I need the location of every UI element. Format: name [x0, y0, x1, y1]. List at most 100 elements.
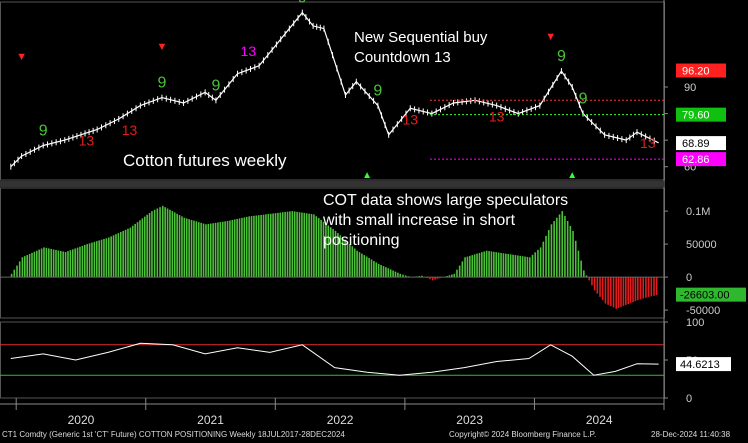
- cot-bar: [612, 277, 615, 308]
- cot-bar: [305, 213, 308, 278]
- cot-bar: [478, 252, 481, 278]
- cot-bar: [47, 248, 50, 278]
- cot-bar: [18, 261, 21, 278]
- cot-bar: [434, 277, 436, 280]
- cot-bar: [485, 250, 488, 278]
- cot-bar: [127, 228, 129, 278]
- cot-bar: [627, 277, 630, 304]
- cot-bar: [585, 275, 588, 278]
- cot-bar: [226, 220, 229, 278]
- cot-bar: [502, 253, 505, 278]
- cot-bar: [16, 265, 18, 278]
- cot-bar: [91, 242, 93, 278]
- cot-bar: [112, 235, 115, 278]
- cot-bar: [265, 214, 267, 278]
- cot-bar: [514, 255, 517, 278]
- cot-bar: [653, 277, 655, 296]
- cot-bar: [64, 252, 67, 278]
- chart-title: Cotton futures weekly: [123, 151, 287, 170]
- cot-bar: [591, 277, 593, 286]
- cot-bar: [93, 241, 96, 278]
- cot-bar: [558, 214, 561, 278]
- cot-y-tick-label: 0: [686, 272, 692, 284]
- price-series-line: [10, 11, 659, 168]
- cot-bar: [156, 208, 159, 278]
- cot-bar: [490, 251, 493, 278]
- cot-bar: [404, 275, 407, 278]
- cot-bar: [79, 246, 81, 278]
- price-label-box: [676, 152, 726, 167]
- cot-bar: [233, 219, 236, 278]
- cot-bar: [456, 269, 458, 278]
- cot-bar: [461, 261, 464, 278]
- cot-bar: [105, 238, 108, 278]
- cot-bar: [74, 248, 76, 278]
- cot-bar: [556, 217, 558, 278]
- cot-bar: [545, 235, 547, 278]
- cot-bar: [190, 219, 193, 278]
- cot-bar: [86, 244, 88, 278]
- price-label-box: [676, 136, 726, 151]
- cot-bar: [620, 277, 622, 307]
- cot-bar: [453, 273, 456, 278]
- cot-bar: [577, 250, 580, 278]
- cot-bar: [209, 223, 212, 278]
- rsi-last-value: 44.6213: [680, 359, 720, 371]
- cot-bar: [365, 256, 368, 278]
- cot-bar: [221, 221, 224, 278]
- panel-frame-1: [0, 1, 665, 181]
- cot-bar: [358, 252, 361, 278]
- cot-bar: [617, 277, 620, 308]
- cot-bar: [488, 251, 490, 278]
- cot-bar: [327, 225, 330, 278]
- cot-bar: [260, 214, 262, 278]
- x-axis-year-label: 2024: [586, 413, 613, 427]
- cot-bar: [71, 249, 74, 278]
- cot-bar: [476, 253, 478, 278]
- cot-bar: [339, 235, 342, 278]
- cot-bar: [349, 244, 351, 278]
- cot-bar: [52, 249, 55, 278]
- cot-bar: [212, 223, 214, 278]
- footer-left: CT1 Comdty (Generic 1st 'CT' Future) COT…: [2, 430, 345, 439]
- cot-bar: [464, 257, 466, 278]
- cot-bar: [497, 252, 500, 278]
- cot-bar: [325, 223, 327, 278]
- cot-bar: [161, 205, 164, 278]
- cot-bar: [291, 211, 294, 278]
- cot-y-tick-label: 0.1M: [686, 206, 710, 218]
- cot-bar: [131, 225, 134, 278]
- cot-bar: [95, 241, 98, 278]
- cot-bar: [382, 266, 385, 278]
- cot-bar: [334, 230, 337, 278]
- count-marker-1: 13: [79, 133, 95, 149]
- cot-bar: [375, 262, 378, 278]
- rsi-y-tick-label: 100: [686, 317, 704, 329]
- cot-bar: [197, 222, 200, 278]
- cot-bar: [122, 230, 124, 278]
- cot-bar: [580, 260, 582, 278]
- count-marker-9: 13: [489, 109, 505, 125]
- cot-bar: [483, 251, 486, 278]
- cot-bar: [83, 244, 86, 278]
- cot-bar: [471, 255, 474, 278]
- buy-arrow-1: ▲: [567, 170, 577, 181]
- cot-bar: [50, 248, 52, 278]
- footer-timestamp: 28-Dec-2024 11:40:38: [651, 430, 731, 439]
- cot-bar: [119, 231, 122, 278]
- cot-bar: [59, 250, 62, 278]
- cot-bar: [255, 215, 258, 278]
- cot-bar: [23, 256, 26, 278]
- cot-bar: [431, 277, 434, 281]
- cot-bar: [308, 213, 310, 278]
- cot-bar: [231, 219, 234, 278]
- cot-bar: [207, 223, 210, 278]
- cot-bar: [370, 259, 373, 278]
- price-label-value: 79.60: [682, 110, 710, 122]
- cot-bar: [356, 250, 358, 278]
- cot-bar: [248, 216, 250, 278]
- cot-bar: [296, 211, 298, 278]
- cot-bar: [642, 277, 645, 299]
- cot-bar: [526, 256, 529, 278]
- cot-bar: [610, 277, 612, 307]
